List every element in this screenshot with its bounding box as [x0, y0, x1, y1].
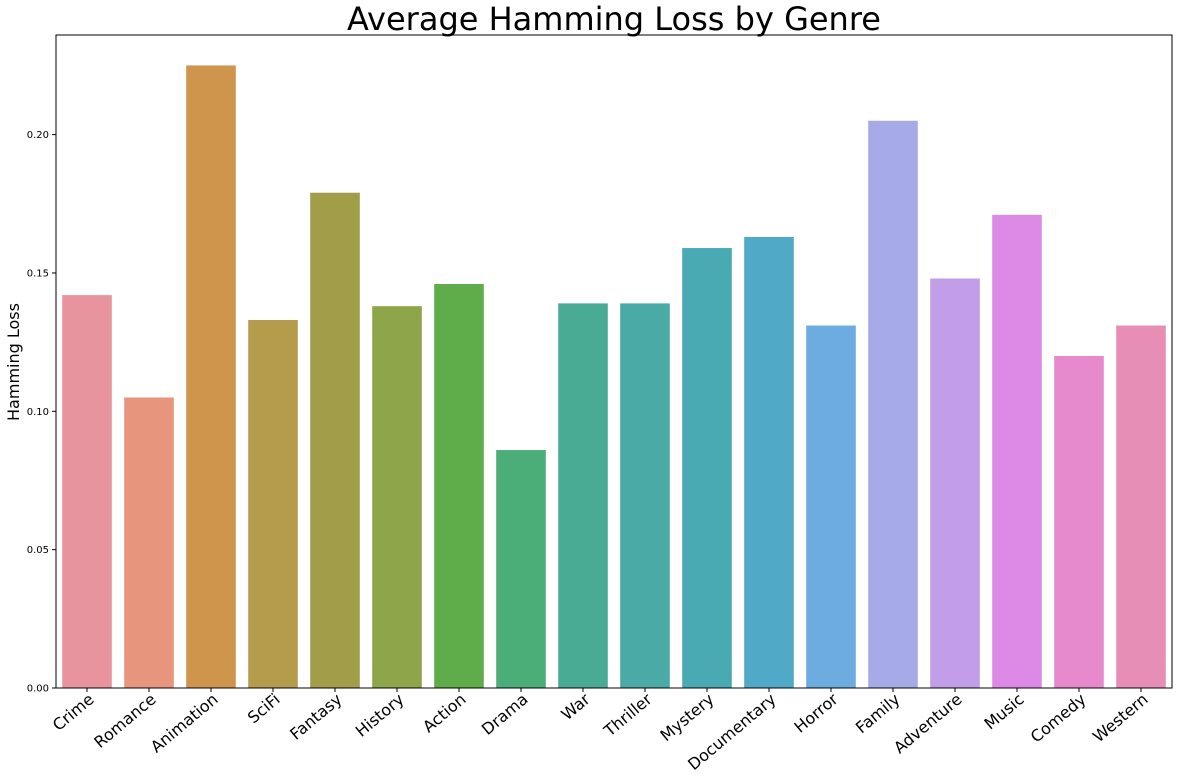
- x-tick-label: Family: [852, 690, 904, 738]
- bar-adventure: [930, 278, 980, 688]
- bar-mystery: [682, 248, 732, 688]
- chart-title: Average Hamming Loss by Genre: [347, 0, 881, 38]
- bar-scifi: [248, 319, 298, 688]
- bar-history: [372, 306, 422, 688]
- bar-fantasy: [310, 192, 360, 688]
- bars-group: [62, 65, 1166, 689]
- x-tick-label: Animation: [147, 690, 222, 757]
- bar-music: [992, 214, 1042, 689]
- bar-western: [1116, 325, 1166, 688]
- bar-war: [558, 303, 608, 688]
- x-tick-label: Western: [1089, 690, 1151, 747]
- plot-frame: [55, 34, 1173, 689]
- x-tick-label: Adventure: [890, 690, 966, 758]
- x-tick-label: Comedy: [1027, 690, 1090, 747]
- bar-family: [868, 120, 918, 689]
- x-tick-label: Thriller: [600, 689, 656, 741]
- y-tick-label: 0.10: [27, 407, 49, 418]
- y-tick-label: 0.15: [27, 268, 49, 279]
- bar-documentary: [744, 236, 794, 688]
- y-tick-label: 0.05: [27, 545, 49, 556]
- x-tick-label: Action: [419, 690, 470, 737]
- bar-animation: [186, 65, 236, 688]
- x-tick-label: War: [557, 689, 593, 724]
- bar-comedy: [1054, 355, 1104, 688]
- bar-horror: [806, 325, 856, 688]
- bar-thriller: [620, 303, 670, 688]
- x-tick-label: SciFi: [244, 690, 284, 728]
- x-tick-label: Music: [980, 690, 1027, 734]
- x-tick-label: Drama: [478, 690, 532, 739]
- bar-drama: [496, 450, 546, 688]
- y-axis-label: Hamming Loss: [4, 303, 23, 421]
- x-tick-label: Crime: [49, 690, 98, 735]
- x-tick-label: Mystery: [656, 690, 717, 746]
- y-axis: 0.00 0.05 0.10 0.15 0.20: [27, 130, 56, 695]
- y-tick-label: 0.20: [27, 130, 49, 141]
- y-tick-label: 0.00: [27, 684, 49, 695]
- x-tick-label: History: [352, 690, 408, 741]
- x-tick-label: Fantasy: [286, 690, 345, 744]
- bar-crime: [62, 295, 112, 688]
- bar-action: [434, 284, 484, 688]
- x-tick-label: Horror: [791, 689, 842, 736]
- bar-romance: [124, 397, 174, 688]
